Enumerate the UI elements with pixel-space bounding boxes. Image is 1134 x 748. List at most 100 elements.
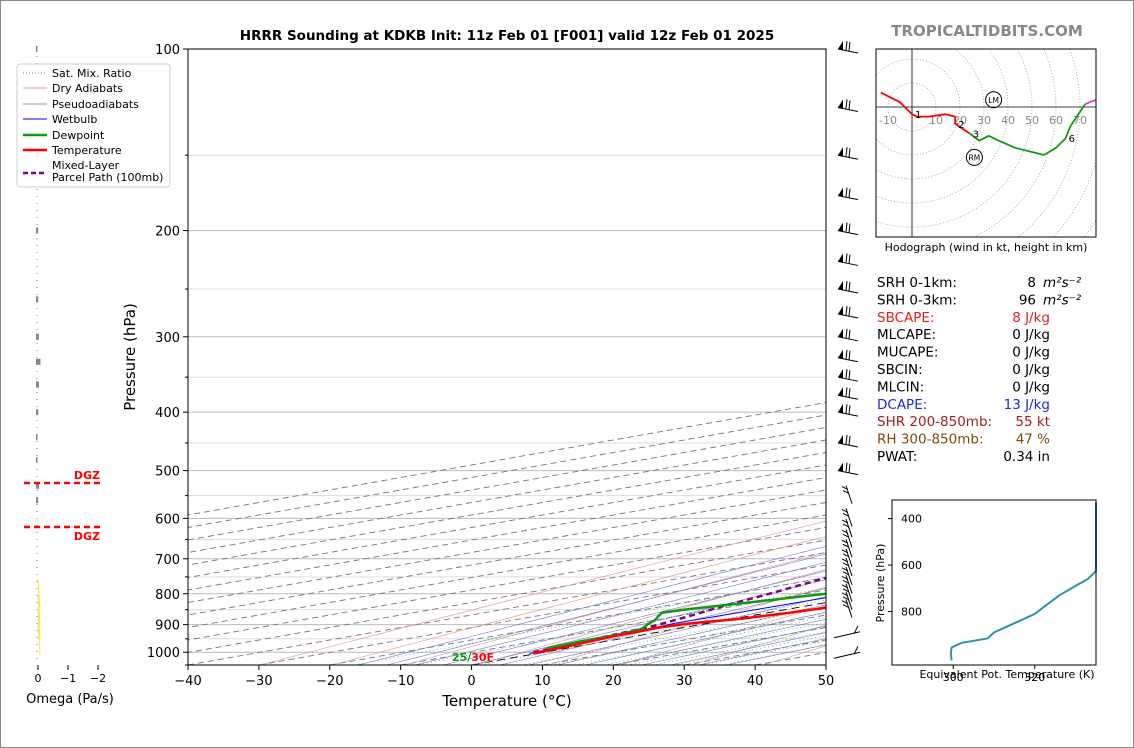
mixing-ratio-line xyxy=(551,612,826,665)
index-value: 0 J/kg xyxy=(1012,327,1050,343)
dgz-top-label: DGZ xyxy=(74,469,100,482)
isotherm-line xyxy=(188,477,826,591)
wind-barb xyxy=(841,548,853,567)
omega-tick-label-2: −2 xyxy=(90,672,106,685)
skewt-panel: 1246810131620243036 10020030040050060070… xyxy=(16,40,861,710)
wind-barb-feather xyxy=(845,187,848,197)
hodograph-series: 12369LMRM xyxy=(880,91,1096,166)
wind-barb-pennant xyxy=(838,369,843,379)
isotherm-line xyxy=(188,514,826,628)
wind-barb xyxy=(837,147,859,160)
temperature-tick-label: −20 xyxy=(316,674,343,689)
wind-barb-feather xyxy=(845,147,848,157)
wind-barb xyxy=(837,40,859,54)
legend-label-dewpoint: Dewpoint xyxy=(52,129,105,142)
index-value: 0 J/kg xyxy=(1012,345,1050,361)
theta-e-y-tick-label: 800 xyxy=(901,606,922,619)
wind-barb-feather xyxy=(841,549,849,554)
omega-bar xyxy=(36,227,39,234)
thermodynamic-indices: SRH 0-1km: 8 m²s⁻² SRH 0-3km: 96 m²s⁻² SBCAPE:… xyxy=(877,275,1082,465)
pseudoadiabat-line xyxy=(414,561,826,665)
wind-barb xyxy=(837,404,859,417)
wind-barb-staff xyxy=(837,106,859,112)
legend-box xyxy=(16,63,171,188)
pressure-tick-label: 500 xyxy=(155,465,180,480)
wind-barb-pennant xyxy=(838,187,843,197)
wind-barb xyxy=(841,575,853,594)
wind-barb xyxy=(833,645,861,659)
dry-adiabat-line xyxy=(404,552,826,665)
wind-barb xyxy=(837,328,859,342)
wind-barb xyxy=(837,253,859,266)
hodograph-grid: -10 10 20 30 40 50 60 70 xyxy=(876,49,1096,237)
pseudoadiabat-line xyxy=(443,570,826,665)
wind-barb-pennant xyxy=(838,306,843,316)
wind-barb xyxy=(837,349,859,363)
hodograph-ring-label: 40 xyxy=(1001,114,1015,127)
index-label: RH 300-850mb: xyxy=(877,432,984,448)
pressure-tick-label: 900 xyxy=(155,619,180,634)
wind-barb xyxy=(837,99,859,112)
wind-barb-feather xyxy=(845,434,848,445)
hodograph-trace xyxy=(969,104,1086,156)
wind-barbs xyxy=(833,40,861,659)
wind-barb-feather xyxy=(842,588,850,593)
wind-barb-feather xyxy=(842,604,850,609)
wind-barb-feather xyxy=(848,148,851,158)
surface-temp-label: 25/30F xyxy=(452,651,494,664)
pseudoadiabat-line xyxy=(358,546,826,665)
wind-barb-feather xyxy=(845,253,848,263)
omega-tick-label-0: 0 xyxy=(35,672,42,685)
wind-barb-feather xyxy=(841,529,849,534)
wind-barb-feather xyxy=(841,575,849,580)
omega-bar xyxy=(36,409,39,416)
legend-label-dry: Dry Adiabats xyxy=(52,82,123,95)
wind-barb-feather xyxy=(853,645,859,655)
wind-barb-feather xyxy=(845,99,848,109)
omega-tick-label-1: −1 xyxy=(60,672,76,685)
wind-barb-feather xyxy=(848,405,851,415)
index-value: 0 J/kg xyxy=(1012,379,1050,395)
skewt-frame xyxy=(187,48,827,666)
wind-barb-feather xyxy=(853,625,859,635)
wind-barb-feather xyxy=(845,280,848,291)
pressure-tick-label: 200 xyxy=(155,225,180,240)
wind-barb xyxy=(837,462,859,476)
hodograph-ring-label: 50 xyxy=(1025,114,1039,127)
wind-barb-feather xyxy=(841,592,849,597)
wind-barb-feather xyxy=(848,223,851,233)
dry-adiabat-line xyxy=(332,536,826,665)
index-label: MLCIN: xyxy=(877,379,924,395)
wind-barb-feather xyxy=(848,41,851,52)
wind-barb-feather xyxy=(848,188,851,198)
wind-barb-feather xyxy=(848,370,851,380)
wind-barb-feather xyxy=(842,512,850,517)
hodograph-ring-label: -10 xyxy=(879,114,897,127)
theta-e-x-tick-label: 300 xyxy=(943,671,964,684)
index-label: SBCAPE: xyxy=(877,310,934,326)
wind-barb-pennant xyxy=(838,41,843,50)
wind-barb-pennant xyxy=(838,349,843,359)
mixing-ratio-line xyxy=(521,606,826,665)
wind-barb-feather xyxy=(848,329,851,339)
wind-barb-feather xyxy=(841,519,849,524)
wind-barb-feather xyxy=(842,523,850,528)
omega-bar-positive xyxy=(37,623,41,654)
wind-barb-feather xyxy=(841,486,849,491)
hodograph-trace xyxy=(880,91,956,118)
wind-barb xyxy=(841,599,853,618)
isotherm-line xyxy=(188,489,826,603)
hodograph-ring-label: 10 xyxy=(929,114,943,127)
wind-barb-feather xyxy=(842,553,850,558)
wind-barb-feather xyxy=(845,349,848,359)
wind-barb-feather xyxy=(848,435,851,446)
mixing-ratio-line xyxy=(575,616,826,665)
omega-bar-positive xyxy=(37,594,41,625)
omega-bar xyxy=(36,296,39,303)
pseudoadiabat-line xyxy=(613,618,826,665)
wind-barb-feather xyxy=(845,328,848,338)
wind-barb xyxy=(841,518,853,538)
